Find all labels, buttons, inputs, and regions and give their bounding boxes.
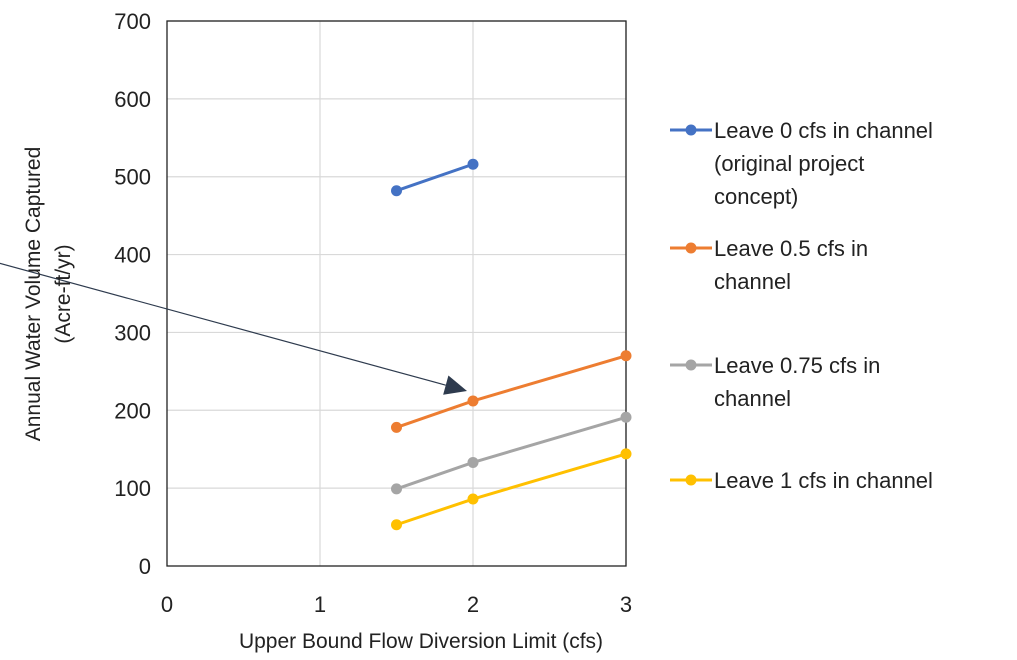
x-tick-label: 1: [314, 592, 326, 617]
y-axis-title: Annual Water Volume Captured (Acre-ft/yr): [22, 147, 75, 442]
y-tick-label: 0: [139, 554, 151, 579]
series-line-1: [396, 354, 627, 429]
legend-label: Leave 1 cfs in channel: [714, 468, 933, 493]
data-point: [620, 350, 632, 362]
y-axis-title-line: Annual Water Volume Captured: [22, 147, 45, 442]
series-line-2: [396, 415, 627, 491]
data-point: [391, 421, 402, 433]
data-point: [620, 411, 632, 423]
data-point: [391, 185, 402, 197]
legend-label: channel: [714, 386, 791, 411]
legend-label: Leave 0.75 cfs in: [714, 353, 880, 378]
legend: Leave 0 cfs in channel (original project c…: [670, 118, 933, 493]
y-tick-label: 500: [114, 165, 151, 190]
y-tick-label: 100: [114, 476, 151, 501]
legend-label: channel: [714, 269, 791, 294]
legend-label: Leave 0 cfs in channel: [714, 118, 933, 143]
annotation-arrow-head: [443, 375, 467, 395]
series-line-3: [396, 452, 627, 527]
legend-marker-1: [685, 242, 697, 254]
y-tick-label: 600: [114, 87, 151, 112]
x-tick-label: 2: [467, 592, 479, 617]
legend-label: (original project: [714, 151, 864, 176]
plot-area-border: [166, 20, 627, 567]
data-point: [467, 456, 479, 468]
x-tick-label: 0: [161, 592, 173, 617]
y-tick-label: 300: [114, 320, 151, 345]
data-point: [467, 395, 479, 407]
legend-marker-0: [685, 124, 697, 136]
y-tick-label: 200: [114, 398, 151, 423]
legend-marker-2: [685, 359, 697, 371]
annotation-arrow-line: [0, 262, 446, 386]
data-point: [620, 448, 632, 460]
y-axis-title-line: (Acre-ft/yr): [52, 244, 75, 343]
y-tick-label: 700: [114, 9, 151, 34]
y-tick-label: 400: [114, 243, 151, 268]
data-point: [467, 493, 479, 505]
series-group: [391, 158, 632, 531]
legend-marker-3: [685, 474, 697, 486]
annotation-group: [0, 262, 467, 395]
data-point: [467, 158, 479, 170]
legend-label: Leave 0.5 cfs in: [714, 236, 868, 261]
data-point: [391, 519, 402, 531]
x-tick-label: 3: [620, 592, 632, 617]
gridlines: [166, 20, 627, 567]
series-line-0: [396, 162, 474, 193]
data-point: [391, 483, 402, 495]
x-axis-title: Upper Bound Flow Diversion Limit (cfs): [239, 630, 603, 653]
tick-labels: 0 100 200 300 400 500 600 700 0 1 2 3: [114, 9, 632, 617]
legend-label: concept): [714, 184, 798, 209]
